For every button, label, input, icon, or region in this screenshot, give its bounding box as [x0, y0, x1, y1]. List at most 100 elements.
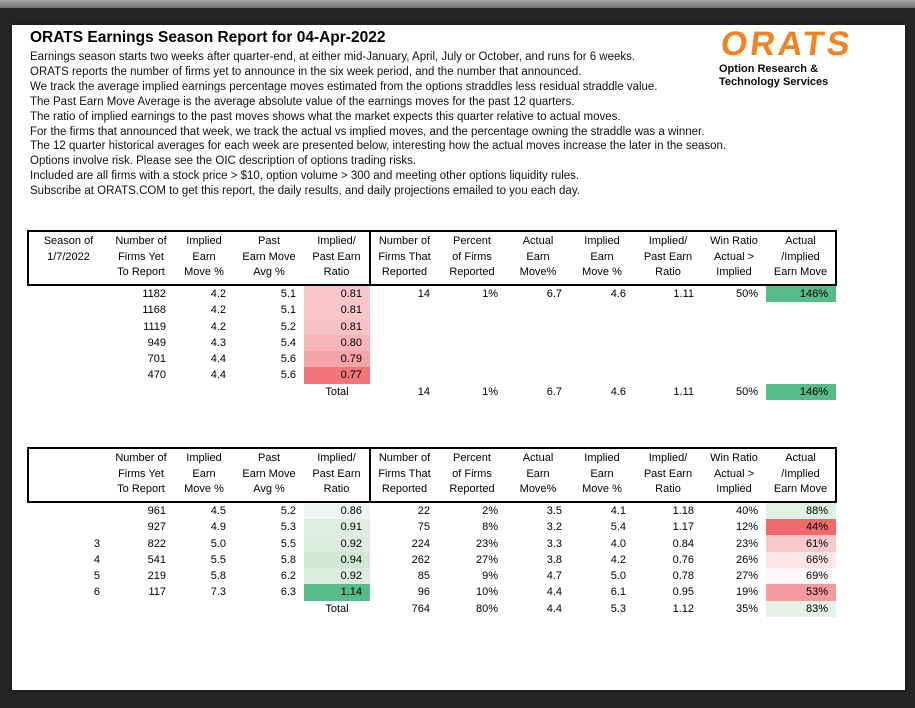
intro-line: The 12 quarter historical averages for e…	[30, 140, 727, 153]
table-cell	[506, 335, 570, 351]
table-cell: 4.9	[210, 521, 226, 534]
table-header-cell	[27, 447, 108, 503]
table-cell	[634, 318, 702, 334]
table-cell: 0.91	[304, 519, 370, 536]
table-cell	[766, 351, 836, 367]
table-cell: 0.81	[304, 284, 370, 303]
table-cell: 224	[411, 537, 430, 550]
table-cell	[702, 302, 766, 318]
table-header-cell: Actual Earn Move%	[506, 447, 570, 503]
table-cell	[570, 318, 634, 334]
table-cell: 541	[147, 553, 166, 566]
table-header-line: Number of	[378, 452, 431, 464]
intro-line: We track the average implied earnings pe…	[30, 80, 658, 93]
table-header-line: of Firms	[452, 467, 492, 480]
table-header-line: /Implied	[781, 250, 820, 263]
intro-paragraph: Earnings season starts two weeks after q…	[30, 50, 726, 199]
table-cell: 50%	[735, 385, 758, 398]
table-cell: 5.2	[280, 504, 296, 517]
orats-logo: ORATS Option Research & Technology Servi…	[719, 25, 889, 89]
table-cell: 5.4	[280, 336, 296, 349]
table-cell: 75	[417, 521, 430, 534]
table-cell: 4.5	[210, 504, 226, 517]
table-cell: 1.14	[304, 584, 370, 601]
table-header-line: Firms That	[378, 467, 431, 480]
table-header-line: Actual >	[713, 467, 755, 480]
table-header-line: Actual	[522, 235, 554, 247]
table-cell: 6.3	[280, 586, 296, 599]
table-cell: 146%	[766, 383, 836, 400]
table-cell: 470	[147, 369, 166, 382]
table-header-line: Earn	[526, 467, 550, 480]
table-header-line: Implied/	[648, 235, 688, 247]
table-header-line: Earn	[192, 250, 216, 263]
table-cell: 0.84	[672, 537, 694, 550]
historical-averages-table: Number of Firms Yet To Report Implied Earn Mo…	[27, 447, 837, 617]
table-cell: 5.1	[280, 304, 296, 317]
table-header-line: Past	[257, 452, 280, 464]
table-cell	[570, 367, 634, 383]
current-season-table: Season of 1/7/2022 Number of Firms Yet To R…	[27, 230, 837, 400]
table-header-line: Earn Move	[773, 266, 828, 279]
table-cell	[28, 318, 108, 334]
table-cell	[766, 302, 836, 318]
intro-line: The ratio of implied earnings to the pas…	[30, 110, 621, 123]
table-header-line: Number of	[115, 452, 167, 464]
table-cell	[438, 318, 506, 334]
table-cell	[702, 335, 766, 351]
table-cell: Total	[325, 602, 349, 615]
table-header-line: Earn	[526, 250, 550, 263]
table-cell: 1%	[482, 385, 498, 398]
table-cell	[108, 384, 174, 400]
table-cell: 5.0	[610, 570, 626, 583]
table-cell: 85	[417, 570, 430, 583]
table-header-line: Past Earn	[312, 467, 361, 480]
table-cell: 27%	[475, 553, 498, 566]
table-cell	[234, 601, 304, 617]
table-cell: 1%	[482, 287, 498, 300]
table-data-row: 701 4.4 5.6 0.79	[28, 350, 836, 368]
table-cell: 3.3	[546, 537, 562, 550]
table-data-row: 470 4.4 5.6 0.77	[28, 367, 836, 384]
table-cell: 3	[93, 537, 100, 550]
table-cell: 80%	[475, 602, 498, 615]
table-header-line: Actual	[785, 235, 816, 247]
table-header-line: Actual	[522, 452, 554, 464]
table-cell	[570, 351, 634, 367]
table-header-line	[29, 467, 108, 483]
table-header-line: Actual	[785, 452, 816, 464]
table-cell: 3.5	[546, 504, 562, 517]
table-header-cell: Win Ratio Actual > Implied	[702, 447, 766, 503]
table-cell	[702, 367, 766, 383]
table-cell	[28, 285, 108, 302]
table-header-line: Past Earn	[312, 250, 361, 263]
table-header-cell: Percent of Firms Reported	[438, 447, 506, 503]
table-cell: 822	[147, 537, 166, 550]
table-cell: 2%	[482, 504, 498, 517]
table-header-cell: Implied Earn Move %	[174, 447, 234, 503]
table-cell: 0.86	[304, 501, 370, 520]
window-chrome-bar	[0, 0, 915, 8]
table-cell: 117	[148, 586, 166, 599]
table-cell	[766, 367, 836, 383]
table-cell: 4.1	[610, 504, 626, 517]
table-header-cell: Implied/Past Earn Ratio	[634, 230, 702, 286]
table-cell: 12%	[735, 521, 758, 534]
table-cell: 4.2	[210, 304, 226, 317]
table-cell: 83%	[766, 600, 836, 617]
table-cell	[28, 384, 108, 400]
table-cell	[174, 601, 234, 617]
table-header-line: Implied	[186, 235, 222, 247]
table-header-line: Earn	[590, 467, 614, 480]
table-cell: 4.3	[210, 336, 226, 349]
table-header-cell: Number of Firms That Reported	[369, 230, 438, 286]
table-cell: 5.3	[610, 602, 626, 615]
table-cell	[174, 384, 234, 400]
table-cell	[570, 302, 634, 318]
table-cell: 4.4	[546, 602, 562, 615]
table-total-row: Total 14 1% 6.7 4.6 1.11 50% 146%	[28, 383, 836, 400]
table-header-line: Ratio	[323, 266, 350, 279]
table-cell: 14	[417, 287, 430, 300]
table-data-row: 3 822 5.0 5.5 0.92 224 23% 3.3 4.0 0.84 23% 61%	[28, 535, 836, 552]
table-header-cell: Number of Firms Yet To Report	[108, 230, 174, 286]
